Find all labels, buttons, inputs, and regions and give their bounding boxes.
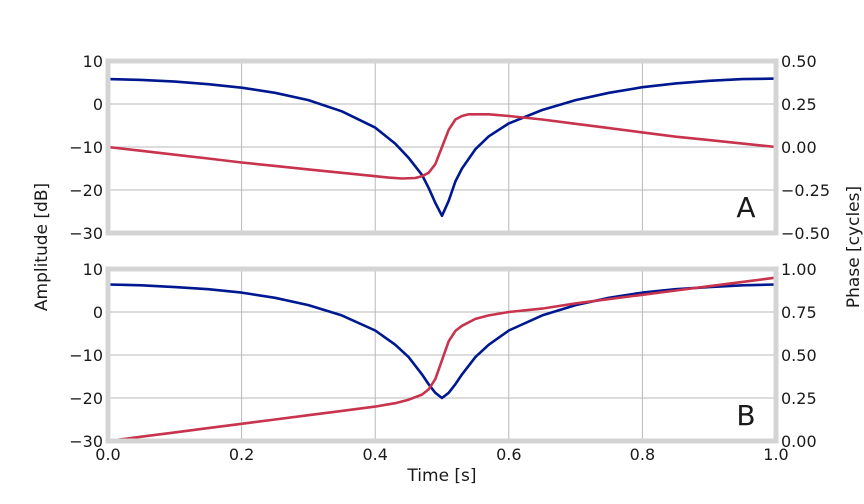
y-tick-label-right: 0.75 bbox=[781, 303, 817, 322]
y-tick-label-left: −30 bbox=[69, 432, 103, 451]
y-tick-label-right: −0.25 bbox=[781, 181, 830, 200]
y-tick-label-left: 0 bbox=[93, 95, 103, 114]
x-tick-label: 0.0 bbox=[95, 445, 120, 464]
y-tick-label-right: 0.25 bbox=[781, 389, 817, 408]
x-axis-label: Time [s] bbox=[406, 466, 476, 486]
x-tick-label: 1.0 bbox=[763, 445, 788, 464]
plot-frame bbox=[105, 58, 779, 236]
y-tick-label-right: 0.25 bbox=[781, 95, 817, 114]
panel-label: B bbox=[736, 399, 755, 432]
plot-frame bbox=[105, 266, 779, 444]
x-tick-label: 0.2 bbox=[229, 445, 254, 464]
y-axis-label-left: Amplitude [dB] bbox=[32, 183, 52, 311]
y-tick-label-left: −10 bbox=[69, 346, 103, 365]
x-tick-label: 0.6 bbox=[496, 445, 521, 464]
y-tick-label-right: 0.50 bbox=[781, 346, 817, 365]
panel-a: 10 0 −10 −20 −30 0.50 0.25 0.00 −0.25 −0.50 A bbox=[69, 52, 830, 243]
y-tick-label-left: −30 bbox=[69, 224, 103, 243]
phase-line bbox=[107, 113, 777, 180]
x-tick-label: 0.8 bbox=[630, 445, 655, 464]
y-tick-label-left: −20 bbox=[69, 389, 103, 408]
phase-line bbox=[107, 276, 777, 443]
y-tick-label-right: −0.50 bbox=[781, 224, 830, 243]
panel-b: 10 0 −10 −20 −30 1.00 0.75 0.50 0.25 0.00 0.0 0.2 0.… bbox=[69, 260, 816, 464]
y-tick-label-left: −20 bbox=[69, 181, 103, 200]
y-tick-label-left: −10 bbox=[69, 138, 103, 157]
amplitude-line bbox=[107, 77, 777, 218]
y-axis-label-right: Phase [cycles] bbox=[844, 186, 864, 308]
y-tick-label-right: 1.00 bbox=[781, 260, 817, 279]
y-tick-label-left: 10 bbox=[83, 52, 103, 71]
y-tick-label-right: 0.00 bbox=[781, 432, 817, 451]
y-tick-label-left: 10 bbox=[83, 260, 103, 279]
panel-label: A bbox=[736, 191, 755, 224]
y-tick-label-right: 0.00 bbox=[781, 138, 817, 157]
amplitude-line bbox=[107, 283, 777, 400]
y-tick-label-left: 0 bbox=[93, 303, 103, 322]
y-tick-label-right: 0.50 bbox=[781, 52, 817, 71]
x-tick-label: 0.4 bbox=[362, 445, 387, 464]
